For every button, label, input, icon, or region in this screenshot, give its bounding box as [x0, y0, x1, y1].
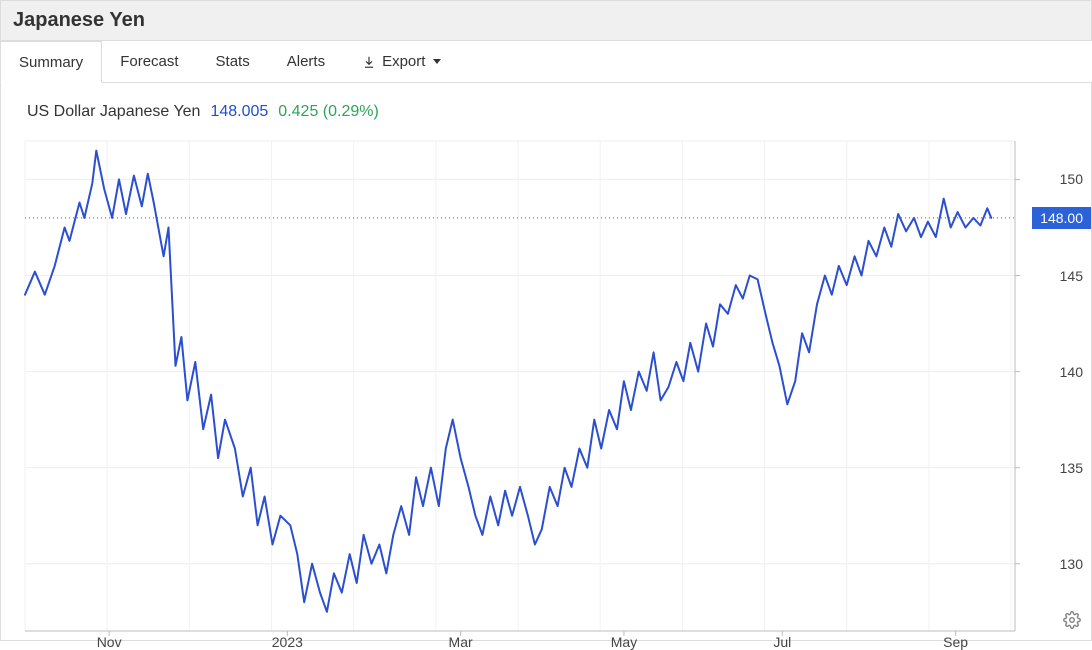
tab-label: Forecast — [120, 53, 178, 70]
page-title-bar: Japanese Yen — [0, 0, 1092, 41]
tab-stats[interactable]: Stats — [198, 41, 269, 82]
tab-summary[interactable]: Summary — [0, 41, 102, 83]
gear-icon — [1063, 611, 1081, 629]
tab-alerts[interactable]: Alerts — [269, 41, 344, 82]
tab-label: Alerts — [287, 53, 325, 70]
chart-region: US Dollar Japanese Yen 148.005 0.425 (0.… — [0, 83, 1092, 641]
page-title: Japanese Yen — [13, 9, 145, 31]
tab-forecast[interactable]: Forecast — [102, 41, 197, 82]
tab-label: Summary — [19, 54, 83, 71]
price-chart — [1, 83, 1092, 641]
settings-button[interactable] — [1063, 611, 1081, 634]
chevron-down-icon — [433, 59, 441, 64]
tab-export[interactable]: Export — [344, 41, 460, 82]
tab-label: Export — [382, 53, 425, 70]
tab-label: Stats — [216, 53, 250, 70]
download-icon — [362, 55, 376, 69]
tabs-row: Summary Forecast Stats Alerts Export — [0, 41, 1092, 83]
